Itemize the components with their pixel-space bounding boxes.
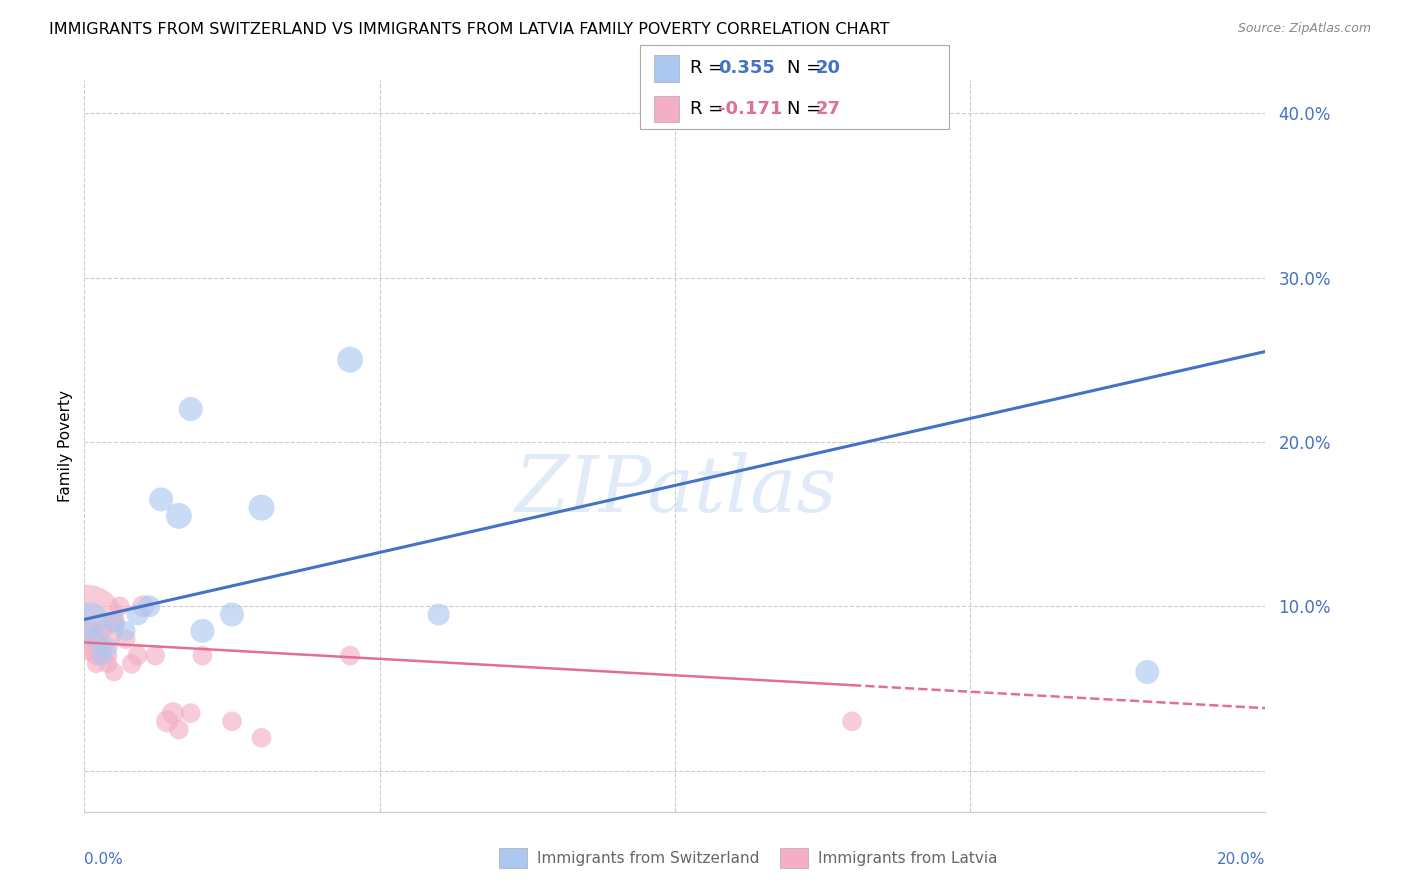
Point — [127, 648, 149, 663]
Text: Source: ZipAtlas.com: Source: ZipAtlas.com — [1237, 22, 1371, 36]
Point — [427, 607, 450, 622]
Point — [79, 640, 101, 655]
Point — [75, 615, 97, 630]
Text: 0.0%: 0.0% — [84, 852, 124, 867]
Point — [150, 492, 173, 507]
Point — [97, 640, 120, 655]
Point — [143, 648, 166, 663]
Text: 20: 20 — [815, 60, 841, 78]
Point — [162, 706, 184, 720]
Point — [103, 615, 125, 630]
Text: N =: N = — [787, 100, 827, 118]
Point — [97, 648, 120, 663]
Point — [156, 714, 179, 729]
Text: 0.355: 0.355 — [718, 60, 775, 78]
Y-axis label: Family Poverty: Family Poverty — [58, 390, 73, 502]
Point — [138, 599, 160, 614]
Text: IMMIGRANTS FROM SWITZERLAND VS IMMIGRANTS FROM LATVIA FAMILY POVERTY CORRELATION: IMMIGRANTS FROM SWITZERLAND VS IMMIGRANT… — [49, 22, 890, 37]
Point — [1136, 665, 1159, 679]
Point — [127, 607, 149, 622]
Point — [221, 714, 243, 729]
Point — [339, 352, 361, 367]
Point — [108, 599, 131, 614]
Point — [91, 648, 114, 663]
Text: -0.171: -0.171 — [718, 100, 783, 118]
Point — [97, 657, 120, 671]
Text: N =: N = — [787, 60, 827, 78]
Text: 27: 27 — [815, 100, 841, 118]
Point — [167, 723, 190, 737]
Point — [103, 665, 125, 679]
Point — [91, 624, 114, 638]
Point — [180, 402, 202, 417]
Point — [103, 615, 125, 630]
Point — [339, 648, 361, 663]
Point — [121, 657, 143, 671]
Point — [84, 632, 107, 647]
Point — [191, 624, 214, 638]
Point — [180, 706, 202, 720]
Point — [79, 624, 101, 638]
Point — [84, 648, 107, 663]
Point — [250, 731, 273, 745]
Point — [132, 599, 155, 614]
Point — [84, 657, 107, 671]
Point — [191, 648, 214, 663]
Point — [841, 714, 863, 729]
Text: R =: R = — [690, 100, 730, 118]
Point — [114, 632, 136, 647]
Point — [250, 500, 273, 515]
Point — [167, 508, 190, 523]
Point — [221, 607, 243, 622]
Text: Immigrants from Latvia: Immigrants from Latvia — [818, 851, 998, 865]
Text: 20.0%: 20.0% — [1218, 852, 1265, 867]
Point — [114, 624, 136, 638]
Text: R =: R = — [690, 60, 730, 78]
Text: ZIPatlas: ZIPatlas — [513, 451, 837, 528]
Text: Immigrants from Switzerland: Immigrants from Switzerland — [537, 851, 759, 865]
Point — [91, 640, 114, 655]
Point — [79, 612, 101, 626]
